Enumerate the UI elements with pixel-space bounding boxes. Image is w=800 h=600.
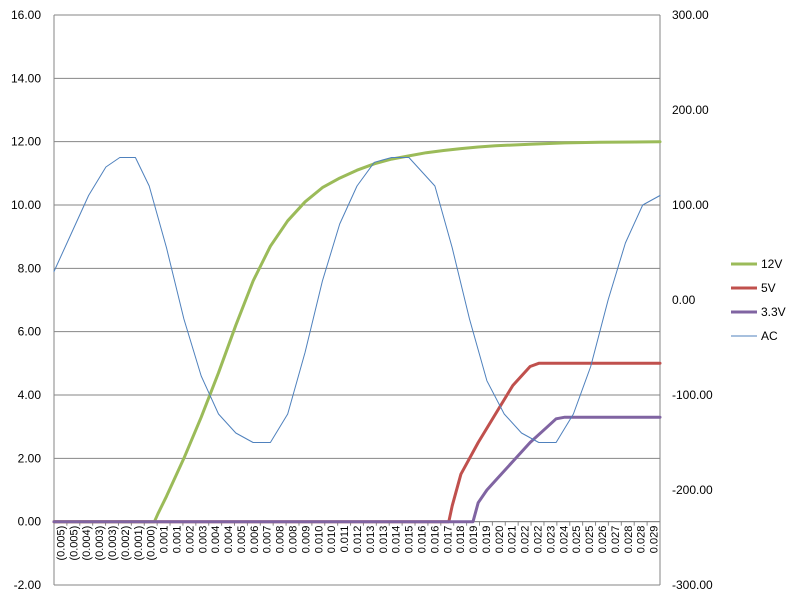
x-tick-label: 0.004 — [210, 526, 222, 554]
x-tick-label: 0.016 — [416, 526, 428, 554]
x-tick-label: 0.026 — [597, 526, 609, 554]
series-line-5v — [52, 361, 662, 524]
series-line-ac — [53, 157, 661, 443]
right-tick-label: 0.00 — [672, 293, 696, 307]
left-tick-label: 16.00 — [11, 8, 41, 22]
x-tick-label: 0.014 — [391, 526, 403, 554]
x-tick-label: 0.025 — [584, 526, 596, 554]
x-tick-label: 0.018 — [455, 526, 467, 554]
x-tick-label: 0.029 — [649, 526, 661, 554]
x-tick-label: 0.025 — [571, 526, 583, 554]
x-tick-label: 0.019 — [481, 526, 493, 554]
left-tick-label: 14.00 — [11, 71, 41, 85]
x-tick-label: 0.015 — [404, 526, 416, 554]
axes — [53, 15, 661, 585]
x-tick-label: (0.003) — [107, 526, 119, 561]
left-tick-label: 12.00 — [11, 135, 41, 149]
x-tick-label: (0.005) — [55, 526, 67, 561]
x-tick-label: 0.021 — [507, 526, 519, 554]
x-tick-label: 0.016 — [429, 526, 441, 554]
x-tick-label: 0.028 — [623, 526, 635, 554]
x-tick-label: (0.004) — [81, 526, 93, 561]
x-tick-label: 0.027 — [610, 526, 622, 554]
left-tick-label: -2.00 — [14, 578, 42, 592]
x-tick-label: 0.013 — [378, 526, 390, 554]
right-tick-label: -300.00 — [672, 578, 713, 592]
x-tick-label: 0.013 — [365, 526, 377, 554]
left-tick-label: 8.00 — [18, 261, 42, 275]
x-tick-label: 0.017 — [442, 526, 454, 554]
x-tick-label: (0.005) — [68, 526, 80, 561]
x-tick-label: 0.005 — [236, 526, 248, 554]
x-tick-label: (0.000) — [146, 526, 158, 561]
x-tick-label: (0.001) — [133, 526, 145, 561]
x-tick-label: 0.001 — [171, 526, 183, 554]
x-tick-label: 0.003 — [197, 526, 209, 554]
legend: 12V 5V 3.3V AC — [731, 257, 786, 343]
series-line-3-3v — [52, 415, 662, 524]
legend-label: AC — [761, 329, 778, 343]
left-tick-label: 0.00 — [18, 515, 42, 529]
x-axis-ticks: (0.005) (0.005) (0.004) (0.003) (0.003) (0.00… — [55, 526, 660, 561]
x-tick-label: 0.008 — [288, 526, 300, 554]
x-tick-label: 0.024 — [558, 526, 570, 554]
x-tick-label: 0.010 — [313, 526, 325, 554]
x-tick-label: 0.022 — [533, 526, 545, 554]
x-tick-label: 0.020 — [494, 526, 506, 554]
legend-label: 12V — [761, 257, 782, 271]
gridlines — [54, 14, 660, 586]
x-tick-label: 0.019 — [468, 526, 480, 554]
left-tick-label: 4.00 — [18, 388, 42, 402]
right-tick-label: 200.00 — [672, 103, 709, 117]
x-tick-label: (0.003) — [94, 526, 106, 561]
left-tick-label: 6.00 — [18, 325, 42, 339]
x-tick-label: 0.002 — [184, 526, 196, 554]
x-tick-label: 0.023 — [545, 526, 557, 554]
x-tick-label: 0.012 — [352, 526, 364, 554]
right-tick-label: -100.00 — [672, 388, 713, 402]
x-tick-label: 0.008 — [275, 526, 287, 554]
x-tick-label: 0.001 — [159, 526, 171, 554]
x-tick-label: 0.009 — [300, 526, 312, 554]
x-tick-label: (0.002) — [120, 526, 132, 561]
right-tick-label: 100.00 — [672, 198, 709, 212]
series-line-12v — [52, 140, 662, 524]
x-tick-label: 0.007 — [262, 526, 274, 554]
series-lines — [52, 140, 662, 524]
x-tick-label: 0.004 — [223, 526, 235, 554]
x-tick-label: 0.006 — [249, 526, 261, 554]
legend-label: 3.3V — [761, 305, 786, 319]
x-tick-label: 0.022 — [520, 526, 532, 554]
left-tick-label: 10.00 — [11, 198, 41, 212]
right-tick-label: 300.00 — [672, 8, 709, 22]
right-axis-ticks: -300.00 -200.00 -100.00 0.00 100.00 200.00 300… — [672, 8, 713, 592]
x-tick-label: 0.011 — [339, 526, 351, 553]
x-tick-label: 0.010 — [326, 526, 338, 554]
right-tick-label: -200.00 — [672, 483, 713, 497]
left-axis-ticks: -2.00 0.00 2.00 4.00 6.00 8.00 10.00 12.00 14.00… — [11, 8, 41, 592]
left-tick-label: 2.00 — [18, 451, 42, 465]
legend-label: 5V — [761, 281, 776, 295]
x-tick-label: 0.028 — [636, 526, 648, 554]
